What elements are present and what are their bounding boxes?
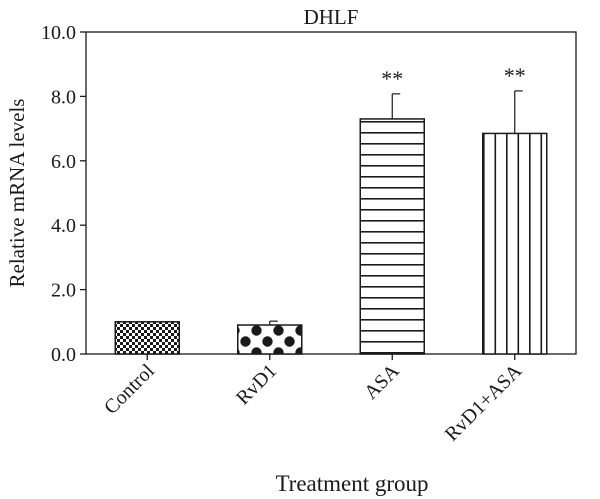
x-axis-label: Treatment group	[275, 471, 428, 496]
y-axis-label: Relative mRNA levels	[5, 99, 29, 288]
x-tick-label: RvD1+ASA	[441, 360, 527, 446]
y-tick-label: 4.0	[51, 215, 76, 237]
y-axis: 0.0 2.0 4.0 6.0 8.0 10.0	[41, 22, 86, 366]
chart-title: DHLF	[304, 5, 359, 29]
y-tick-label: 8.0	[51, 86, 76, 108]
y-tick-label: 10.0	[41, 22, 76, 44]
bar-rvd1	[237, 324, 303, 355]
significance-marker: **	[381, 66, 403, 91]
bars: ** **	[114, 63, 548, 355]
x-axis: Control RvD1 ASA RvD1+ASA	[100, 354, 527, 446]
x-tick-label: ASA	[360, 360, 404, 404]
y-tick-label: 0.0	[51, 344, 76, 366]
significance-marker: **	[504, 63, 526, 88]
plot-frame	[85, 31, 577, 355]
bar-rvd1-asa	[482, 132, 548, 355]
x-tick-label: Control	[100, 360, 159, 419]
y-tick-label: 6.0	[51, 151, 76, 173]
x-tick-label: RvD1	[232, 360, 281, 409]
y-tick-label: 2.0	[51, 280, 76, 302]
bar-asa	[359, 118, 425, 355]
bar-control	[114, 321, 180, 355]
